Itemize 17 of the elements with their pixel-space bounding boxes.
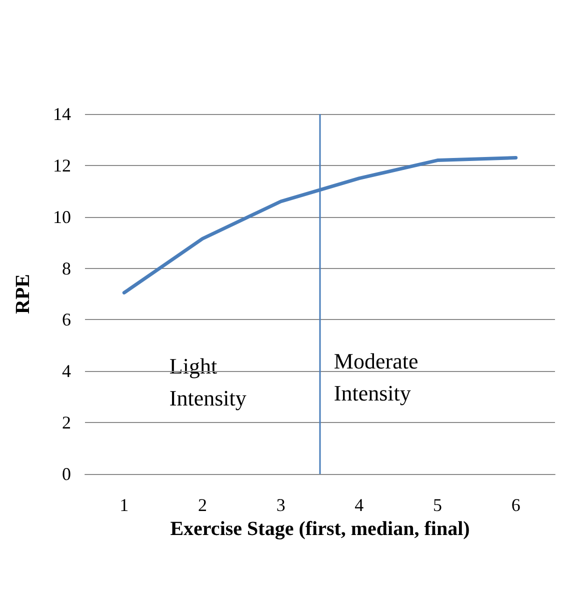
x-tick-label: 5 xyxy=(433,495,442,515)
y-tick-label: 12 xyxy=(53,155,71,176)
y-tick-label: 0 xyxy=(62,464,71,484)
y-tick-label: 10 xyxy=(53,206,71,227)
x-axis-title: Exercise Stage (first, median, final) xyxy=(170,518,470,540)
y-tick-label: 8 xyxy=(62,258,71,278)
x-tick-label: 3 xyxy=(276,495,286,515)
annotation: Moderate Intensity xyxy=(334,348,424,406)
y-tick-label: 14 xyxy=(53,104,71,124)
x-tick-label: 6 xyxy=(511,495,520,515)
y-axis-title: RPE xyxy=(12,274,34,314)
x-tick-label: 4 xyxy=(354,495,364,515)
y-tick-label: 6 xyxy=(62,310,71,330)
y-tick-label: 4 xyxy=(62,361,71,382)
y-tick-label: 2 xyxy=(62,412,71,433)
x-tick-label: 1 xyxy=(120,495,129,515)
x-tick-label: 2 xyxy=(198,495,207,515)
